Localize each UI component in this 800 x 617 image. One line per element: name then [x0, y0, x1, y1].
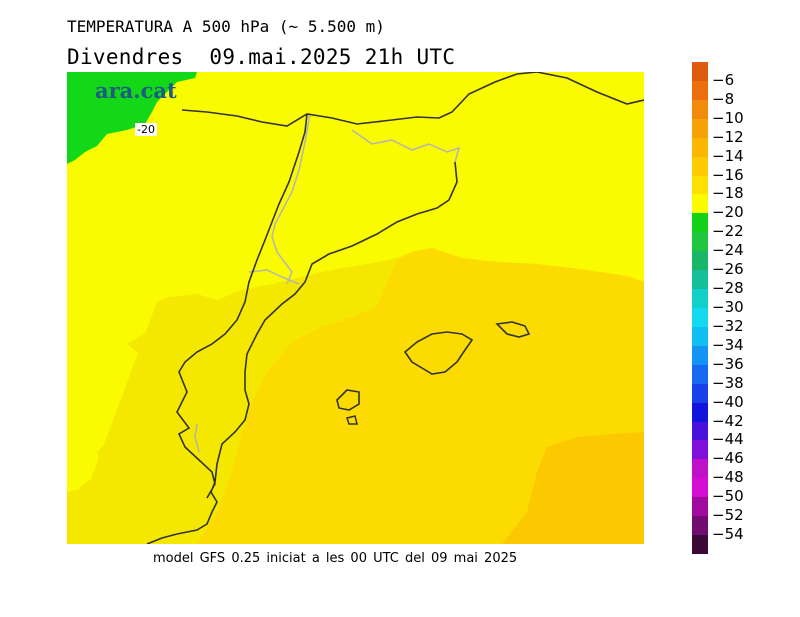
legend-color-band — [692, 118, 708, 138]
legend-tick-label: −32 — [712, 316, 744, 335]
legend-color-band — [692, 516, 708, 536]
color-legend: −6 −8 −10 −12 −14 −16 −18 −20 −22 −24 −26 −28 −30 −32… — [692, 62, 744, 555]
legend-tick-label: −18 — [712, 184, 744, 203]
eivissa-island — [336, 389, 360, 411]
legend-color-band — [692, 497, 708, 517]
legend-tick-label: −30 — [712, 298, 744, 316]
legend-color-band — [692, 421, 708, 441]
legend-color-band — [692, 80, 708, 100]
coastline — [146, 72, 644, 544]
legend-color-band — [692, 251, 708, 271]
legend-color-band — [692, 308, 708, 327]
legend-color-band — [692, 137, 708, 157]
legend-color-band — [692, 326, 708, 346]
legend-tick-label: −16 — [712, 165, 744, 184]
legend-color-band — [692, 175, 708, 195]
temperature-map: ara.cat -20 — [67, 72, 644, 544]
legend-tick-label: −48 — [712, 468, 744, 487]
formentera-island — [346, 415, 358, 425]
legend-tick-label: −14 — [712, 146, 744, 165]
legend-tick-label: −36 — [712, 354, 744, 373]
legend-color-band — [692, 62, 708, 81]
legend-color-band — [692, 345, 708, 365]
temperature-field — [67, 72, 644, 544]
legend-tick-label: −20 — [712, 203, 744, 222]
legend-color-band — [692, 194, 708, 214]
ara-cat-logo: ara.cat — [95, 78, 177, 103]
legend-color-band — [692, 99, 708, 119]
legend-color-band — [692, 232, 708, 252]
mallorca-island — [403, 331, 474, 375]
regional-border — [194, 113, 461, 453]
legend-color-band — [692, 364, 708, 384]
legend-tick-label: −24 — [712, 241, 744, 260]
legend-tick-label: −54 — [712, 525, 744, 544]
legend-tick-label: −38 — [712, 373, 744, 392]
legend-tick-label: −44 — [712, 430, 744, 449]
legend-tick-label: −8 — [712, 89, 735, 108]
legend-color-band — [692, 289, 708, 309]
legend-tick-label: −6 — [712, 70, 735, 89]
legend-tick-label: −46 — [712, 449, 744, 468]
legend-color-band — [692, 156, 708, 176]
contour-label-minus-20: -20 — [135, 123, 157, 136]
legend-color-band — [692, 535, 708, 555]
legend-color-band — [692, 459, 708, 479]
legend-tick-label: −26 — [712, 260, 744, 279]
legend-tick-label: −42 — [712, 411, 744, 430]
legend-tick-label: −40 — [712, 392, 744, 411]
legend-color-band — [692, 213, 708, 233]
map-title: TEMPERATURA A 500 hPa (~ 5.500 m) — [67, 17, 385, 36]
legend-tick-label: −28 — [712, 279, 744, 298]
legend-color-band — [692, 270, 708, 290]
model-run-footer: model GFS 0.25 iniciat a les 00 UTC del … — [153, 551, 518, 566]
field-minus-12-to-minus-14 — [502, 432, 644, 544]
legend-tick-label: −52 — [712, 506, 744, 525]
legend-tick-label: −10 — [712, 108, 744, 127]
legend-tick-label: −22 — [712, 222, 744, 241]
legend-color-band — [692, 440, 708, 460]
field-minus-20-to-minus-22 — [67, 72, 197, 164]
legend-color-band — [692, 383, 708, 403]
legend-color-band — [692, 478, 708, 498]
field-minus-14-to-minus-16 — [197, 248, 644, 544]
legend-color-band — [692, 402, 708, 422]
map-subtitle: Divendres 09.mai.2025 21h UTC — [67, 45, 456, 69]
menorca-island — [495, 321, 531, 338]
legend-tick-label: −34 — [712, 335, 744, 354]
legend-tick-label: −12 — [712, 127, 744, 146]
legend-tick-label: −50 — [712, 487, 744, 506]
